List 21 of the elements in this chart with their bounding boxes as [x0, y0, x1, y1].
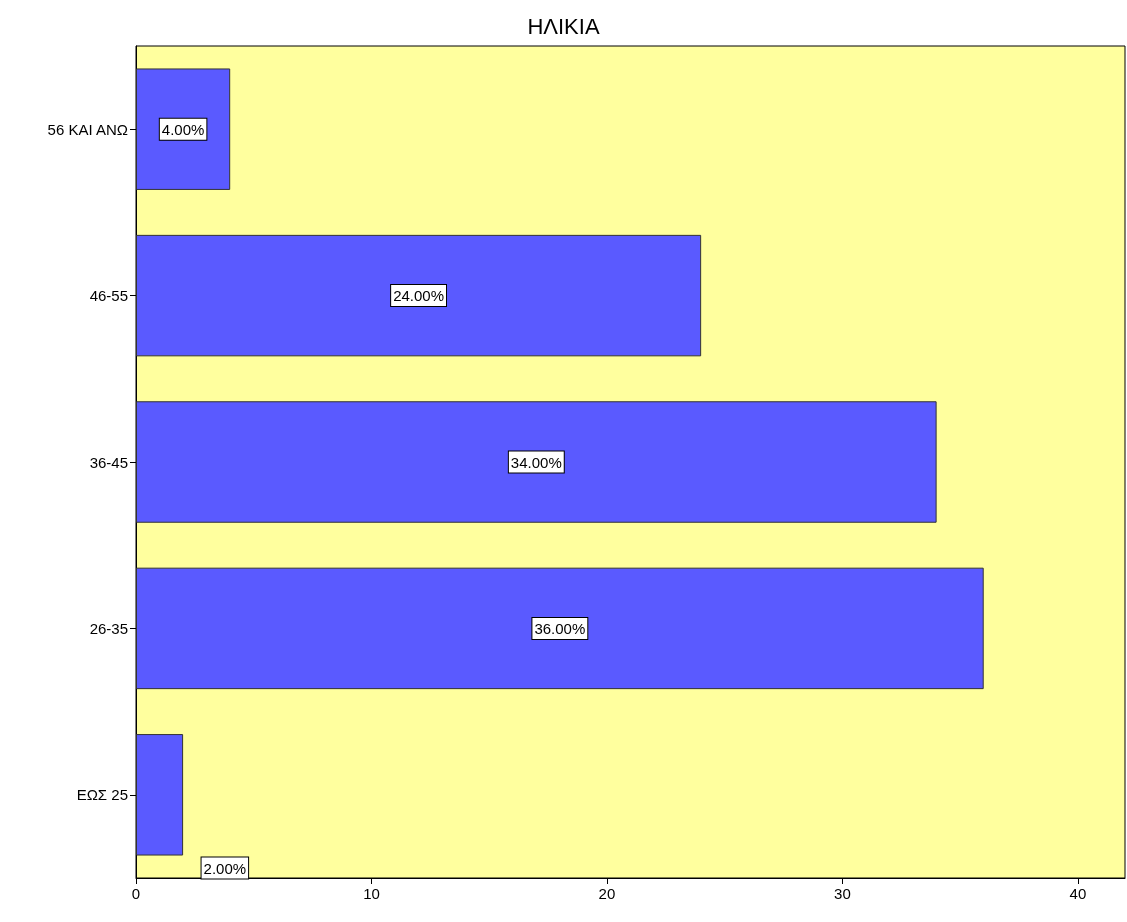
- x-tick-label: 30: [834, 885, 851, 902]
- bar: [136, 234, 702, 357]
- data-label: 2.00%: [203, 859, 247, 877]
- bar: [136, 401, 937, 523]
- x-tick-label: 0: [131, 885, 141, 902]
- data-label: 24.00%: [393, 287, 445, 305]
- y-tick-label: ΕΩΣ 25: [76, 786, 128, 804]
- y-tick-label: 26-35: [89, 619, 128, 637]
- bar: [136, 68, 231, 190]
- chart-title: ΗΛΙΚΙΑ: [527, 13, 600, 39]
- data-label: 4.00%: [161, 120, 205, 138]
- x-tick-label: 20: [598, 885, 616, 902]
- data-label: 34.00%: [510, 453, 562, 471]
- x-tick-label: 10: [363, 885, 380, 902]
- y-tick-label: 46-55: [89, 287, 128, 305]
- bar: [136, 567, 984, 690]
- y-tick-label: 36-45: [89, 453, 128, 471]
- bar: [136, 734, 184, 856]
- y-tick-label: 56 ΚΑΙ ΑΝΩ: [47, 120, 128, 138]
- data-label: 36.00%: [534, 619, 586, 637]
- x-tick-label: 40: [1069, 885, 1087, 902]
